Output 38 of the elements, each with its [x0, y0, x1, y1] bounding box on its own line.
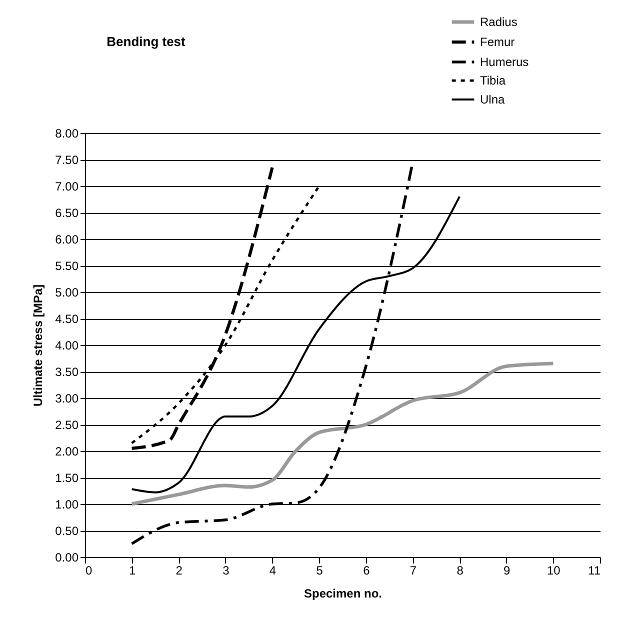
y-tick-label: 4.00 [55, 338, 79, 352]
x-tick-label: 6 [363, 564, 370, 578]
y-tick-label: 8.00 [55, 126, 79, 140]
x-tick-label: 1 [128, 564, 136, 578]
y-tick-label: 7.00 [55, 180, 79, 194]
legend-label: Humerus [480, 55, 529, 69]
x-tick-label: 8 [456, 564, 464, 578]
y-tick-label: 4.50 [55, 312, 79, 326]
line-series [130, 362, 555, 506]
x-tick-label: 0 [86, 564, 92, 578]
legend-label: Femur [480, 35, 515, 49]
x-tick-label: 4 [269, 564, 276, 578]
y-tick-label: 1.00 [55, 498, 79, 512]
x-tick-label: 2 [176, 564, 183, 578]
y-tick-label: 0.50 [55, 524, 79, 538]
legend-label: Radius [480, 15, 518, 29]
y-tick-label: 2.00 [55, 444, 79, 458]
x-axis-title: Specimen no. [304, 586, 382, 600]
y-tick-label: 5.50 [55, 259, 79, 273]
x-tick-label: 7 [410, 564, 417, 578]
y-tick-label: 5.00 [55, 286, 79, 300]
legend-label: Tibia [480, 74, 506, 88]
y-tick-label: 3.00 [55, 392, 79, 406]
y-tick-label: 6.00 [55, 232, 79, 246]
y-tick-label: 1.50 [55, 471, 79, 485]
legend-label: Ulna [480, 92, 506, 106]
y-axis-title: Ultimate stress [MPa] [31, 284, 46, 407]
x-tick-label: 9 [504, 564, 511, 578]
x-tick-label: 5 [316, 564, 324, 578]
y-tick-label: 2.50 [55, 418, 79, 432]
y-tick-label: 7.50 [55, 153, 79, 167]
chart-title: Bending test [106, 34, 186, 49]
y-tick-label: 6.50 [55, 206, 79, 220]
x-tick-label: 11 [588, 564, 601, 578]
x-tick-label: 3 [222, 564, 230, 578]
x-tick-label: 10 [547, 564, 561, 578]
y-tick-label: 3.50 [55, 365, 79, 379]
y-tick-label: 0.00 [55, 550, 79, 564]
